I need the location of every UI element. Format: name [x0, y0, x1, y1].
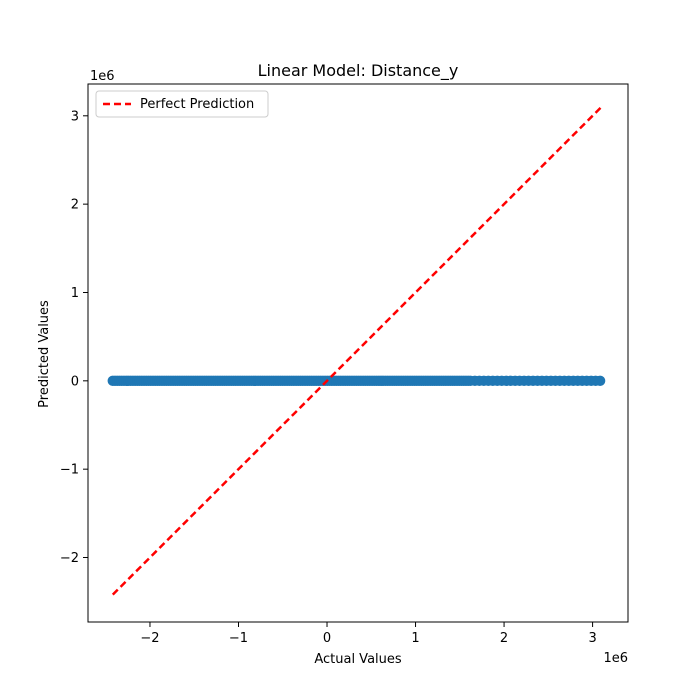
- x-tick-label: −2: [140, 631, 159, 646]
- perfect-prediction-line: [111, 105, 604, 596]
- y-tick-label: 1: [71, 286, 79, 301]
- plot-area: [107, 105, 606, 596]
- axes-frame: [87, 83, 629, 623]
- y-axis-label: Predicted Values: [37, 300, 52, 408]
- y-tick-label: −2: [60, 551, 79, 566]
- x-axis-label: Actual Values: [314, 652, 402, 667]
- chart-title: Linear Model: Distance_y: [258, 61, 459, 81]
- x-tick-label: 3: [588, 631, 596, 646]
- y-axis-offset-label: 1e6: [90, 69, 115, 84]
- y-tick-label: 2: [71, 198, 79, 213]
- x-axis-ticks: −2 −1 0 1 2 3: [140, 622, 597, 646]
- scatter-point: [594, 375, 606, 387]
- y-tick-label: 0: [71, 374, 79, 389]
- legend-box: [95, 90, 269, 118]
- x-tick-label: −1: [229, 631, 248, 646]
- y-tick-label: −1: [60, 463, 79, 478]
- x-tick-label: 1: [411, 631, 419, 646]
- x-tick-label: 2: [500, 631, 508, 646]
- y-axis-ticks: −2 −1 0 1 2 3: [60, 109, 88, 566]
- legend-label-perfect-prediction: Perfect Prediction: [140, 97, 254, 112]
- legend: Perfect Prediction: [95, 90, 269, 118]
- x-axis-offset-label: 1e6: [603, 651, 628, 666]
- y-tick-label: 3: [71, 109, 79, 124]
- x-tick-label: 0: [323, 631, 331, 646]
